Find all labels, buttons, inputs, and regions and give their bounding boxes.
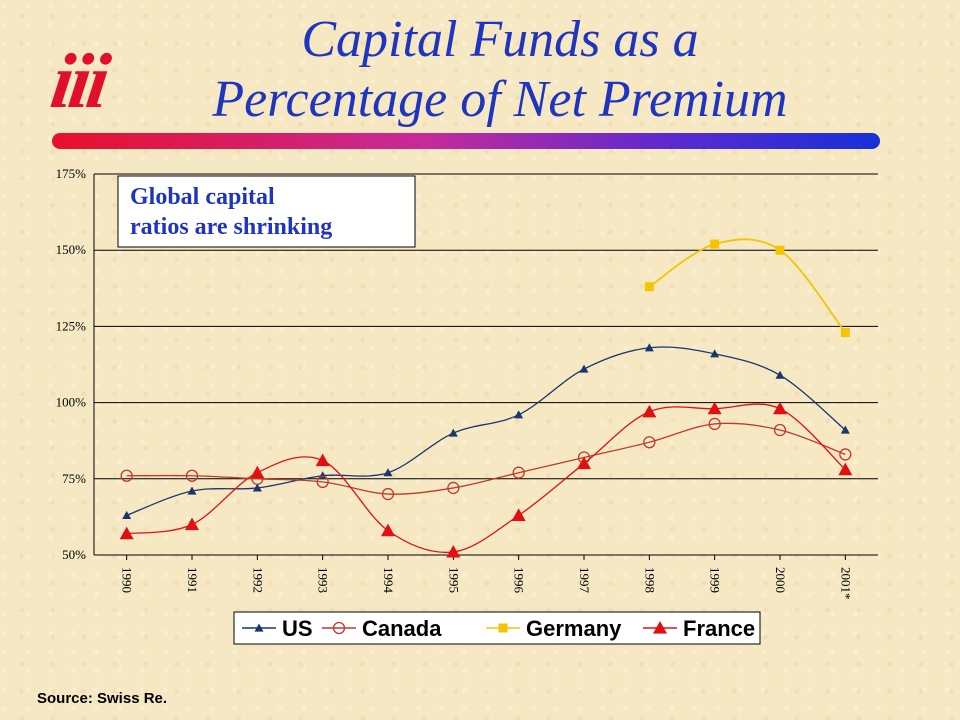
france-point: [838, 462, 853, 476]
germany-point: [710, 239, 720, 249]
x-tick-label: 1993: [316, 567, 331, 593]
y-tick-label: 50%: [62, 547, 86, 562]
canada-point: [643, 436, 656, 449]
series-lines: [119, 238, 853, 558]
canada-line: [126, 422, 846, 495]
x-tick-label: 1992: [250, 567, 265, 593]
us-point: [448, 428, 458, 437]
x-axis-ticks: 1990 1991 1992 1993 1994 1995 1996 1997 1998 1999…: [120, 555, 853, 600]
us-point: [252, 483, 262, 492]
legend-us-marker: [254, 623, 264, 632]
callout-line-1: Global capital: [130, 184, 275, 210]
x-tick-label: 1999: [708, 567, 723, 593]
x-tick-label: 2000: [773, 567, 788, 593]
callout-line-2: ratios are shrinking: [130, 214, 332, 240]
legend-germany-label: Germany: [526, 616, 622, 641]
x-tick-label: 1994: [381, 567, 396, 594]
legend-canada-label: Canada: [362, 616, 442, 641]
canada-point: [447, 481, 460, 495]
germany-line: [648, 238, 847, 334]
y-tick-label: 175%: [56, 166, 87, 181]
y-tick-label: 150%: [56, 242, 87, 257]
us-point: [840, 425, 850, 434]
france-point: [707, 401, 722, 415]
canada-point: [773, 423, 787, 437]
france-point: [381, 523, 395, 537]
legend-france-marker: [653, 621, 667, 634]
france-point: [315, 453, 330, 467]
us-point: [644, 343, 654, 352]
france-point: [577, 456, 591, 470]
france-point: [250, 465, 265, 479]
legend-canada-marker: [332, 621, 346, 635]
title-line-1: Capital Funds as a: [301, 11, 699, 68]
title-underline-bar: [52, 133, 880, 149]
legend-germany-marker: [498, 623, 508, 633]
x-tick-label: 1997: [577, 567, 592, 594]
canada-point: [120, 469, 133, 482]
france-point: [642, 404, 657, 418]
x-tick-label: 1995: [446, 567, 461, 593]
germany-point: [775, 245, 785, 255]
france-point: [446, 544, 461, 558]
legend-france-label: France: [683, 616, 755, 641]
legend-us-label: US: [282, 616, 313, 641]
series-canada: [120, 417, 852, 501]
canada-point: [839, 448, 852, 461]
france-point: [511, 508, 526, 521]
us-point: [710, 349, 720, 358]
france-point: [185, 517, 199, 531]
series-germany: [644, 238, 850, 337]
x-tick-label: 1996: [512, 567, 527, 594]
germany-point: [644, 282, 654, 292]
us-point: [383, 468, 393, 477]
x-tick-label: 1990: [120, 567, 135, 593]
canada-point: [316, 475, 329, 488]
slide-title: Capital Funds as a Percentage of Net Pre…: [150, 10, 850, 130]
canada-point: [512, 466, 525, 479]
gridlines: [93, 173, 878, 556]
us-point: [122, 510, 132, 519]
source-note: Source: Swiss Re.: [37, 690, 168, 707]
y-axis-ticks: 50% 75% 100% 125% 150% 175%: [56, 166, 87, 562]
france-point: [119, 526, 134, 540]
x-tick-label: 1998: [642, 567, 657, 593]
us-point: [775, 370, 785, 379]
x-tick-label: 2001*: [838, 567, 853, 600]
france-point: [773, 401, 787, 415]
legend: US Canada Germany France: [233, 611, 761, 645]
y-tick-label: 75%: [62, 471, 86, 486]
us-point: [514, 410, 524, 419]
canada-point: [185, 469, 199, 482]
germany-point: [840, 327, 850, 337]
canada-point: [708, 417, 721, 431]
callout-box: Global capital ratios are shrinking: [117, 175, 416, 248]
canada-point: [381, 487, 395, 501]
series-us: [122, 343, 850, 519]
series-france: [119, 401, 853, 558]
y-tick-label: 100%: [56, 395, 87, 410]
us-point: [187, 486, 197, 495]
us-point: [579, 364, 589, 373]
y-tick-label: 125%: [56, 318, 87, 333]
us-line: [126, 346, 846, 516]
title-line-2: Percentage of Net Premium: [212, 71, 788, 128]
x-tick-label: 1991: [185, 567, 200, 593]
